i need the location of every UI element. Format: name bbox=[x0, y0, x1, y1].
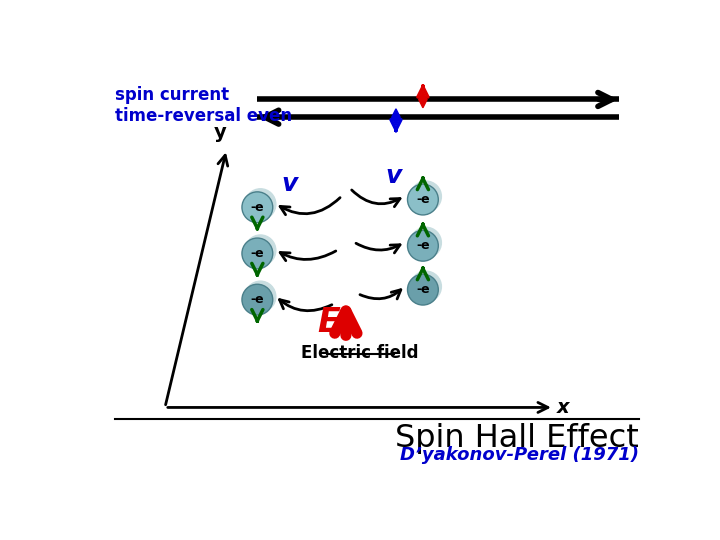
Text: -e: -e bbox=[416, 239, 430, 252]
Circle shape bbox=[245, 281, 276, 312]
Circle shape bbox=[242, 192, 273, 222]
Circle shape bbox=[408, 231, 438, 261]
Text: x: x bbox=[557, 398, 570, 417]
Text: -e: -e bbox=[251, 293, 264, 306]
Circle shape bbox=[251, 241, 270, 260]
Text: v: v bbox=[385, 165, 402, 188]
Text: Spin Hall Effect: Spin Hall Effect bbox=[395, 423, 639, 454]
Circle shape bbox=[408, 274, 438, 305]
Circle shape bbox=[408, 184, 438, 215]
Text: E: E bbox=[318, 306, 341, 339]
Text: v: v bbox=[282, 172, 298, 196]
Polygon shape bbox=[392, 109, 400, 125]
Text: Electric field: Electric field bbox=[301, 345, 418, 362]
Polygon shape bbox=[419, 91, 427, 108]
Circle shape bbox=[251, 287, 270, 306]
Text: -e: -e bbox=[251, 247, 264, 260]
Text: spin current
time-reversal even: spin current time-reversal even bbox=[115, 86, 292, 125]
Circle shape bbox=[251, 195, 270, 213]
Circle shape bbox=[410, 271, 441, 302]
Circle shape bbox=[242, 238, 273, 269]
Text: -e: -e bbox=[251, 201, 264, 214]
Text: -e: -e bbox=[416, 283, 430, 296]
Circle shape bbox=[417, 187, 435, 206]
Circle shape bbox=[242, 284, 273, 315]
Text: y: y bbox=[214, 123, 227, 142]
Circle shape bbox=[410, 227, 441, 258]
Circle shape bbox=[410, 181, 441, 212]
Circle shape bbox=[245, 189, 276, 220]
Circle shape bbox=[245, 235, 276, 266]
Circle shape bbox=[417, 233, 435, 252]
Text: D’yakonov-Perel (1971): D’yakonov-Perel (1971) bbox=[400, 446, 639, 464]
Circle shape bbox=[417, 278, 435, 296]
Text: -e: -e bbox=[416, 193, 430, 206]
